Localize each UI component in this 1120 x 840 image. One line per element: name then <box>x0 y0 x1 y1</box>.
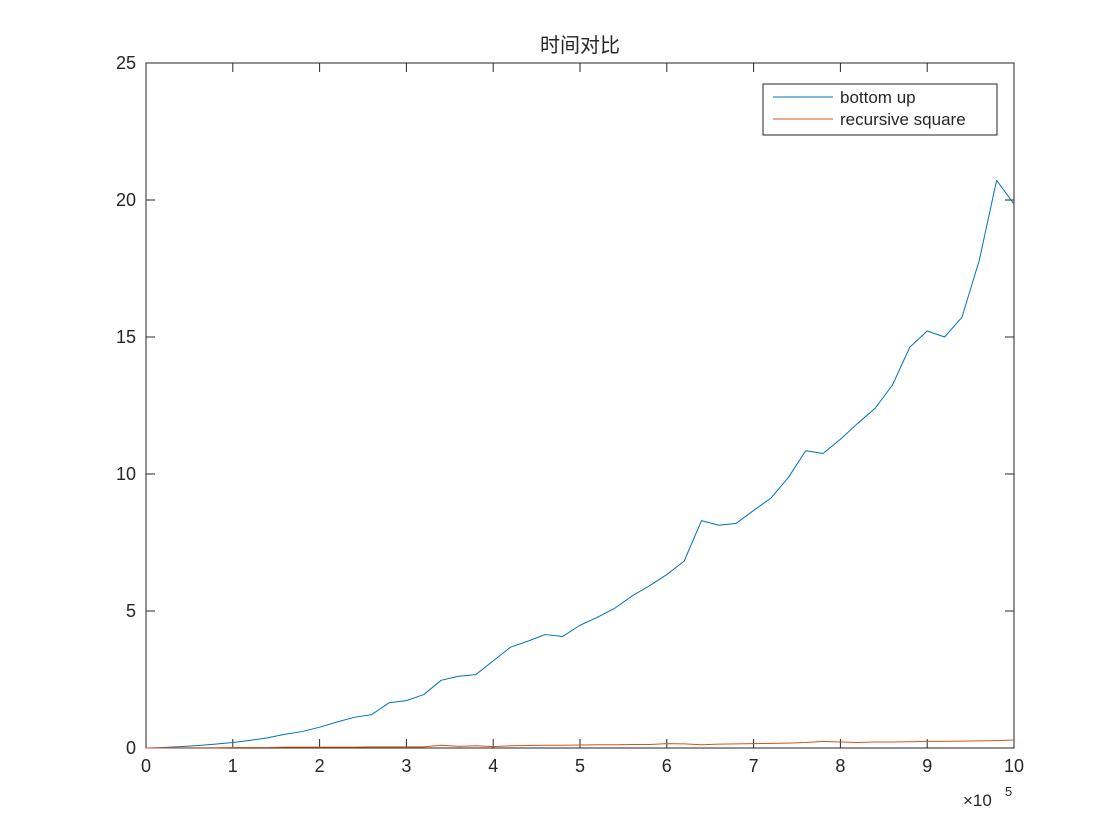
x-exponent-label: ×10 5 <box>963 784 1012 810</box>
x-exponent-power: 5 <box>1005 784 1012 799</box>
x-tick-label: 6 <box>662 756 672 776</box>
x-tick-label: 1 <box>228 756 238 776</box>
plot-area <box>145 62 1015 749</box>
series-line-bottom-up <box>145 179 1015 749</box>
series-line-recursive-square <box>146 739 1015 749</box>
y-tick-label: 15 <box>116 327 136 347</box>
chart-title: 时间对比 <box>540 34 620 57</box>
x-tick-label: 3 <box>401 756 411 776</box>
y-tick-label: 0 <box>126 738 136 758</box>
x-tick-label: 9 <box>922 756 932 776</box>
x-tick-label: 4 <box>488 756 498 776</box>
y-tick-label: 5 <box>126 601 136 621</box>
y-tick-label: 20 <box>116 190 136 210</box>
x-exponent-base: ×10 <box>963 791 992 810</box>
x-tick-label: 7 <box>749 756 759 776</box>
legend: bottom up recursive square <box>762 83 998 136</box>
x-tick-label: 2 <box>315 756 325 776</box>
series-lines <box>145 179 1015 749</box>
x-tick-label: 10 <box>1004 756 1024 776</box>
axis-tick-labels: 0 1 2 3 4 5 6 7 8 9 10 0 5 10 15 20 25 <box>116 53 1024 776</box>
legend-box <box>762 83 998 136</box>
x-tick-label: 8 <box>835 756 845 776</box>
x-tick-label: 0 <box>141 756 151 776</box>
y-tick-label: 25 <box>116 53 136 73</box>
legend-label-recursive-square: recursive square <box>840 110 966 129</box>
y-tick-label: 10 <box>116 464 136 484</box>
x-tick-label: 5 <box>575 756 585 776</box>
legend-label-bottom-up: bottom up <box>840 88 916 107</box>
